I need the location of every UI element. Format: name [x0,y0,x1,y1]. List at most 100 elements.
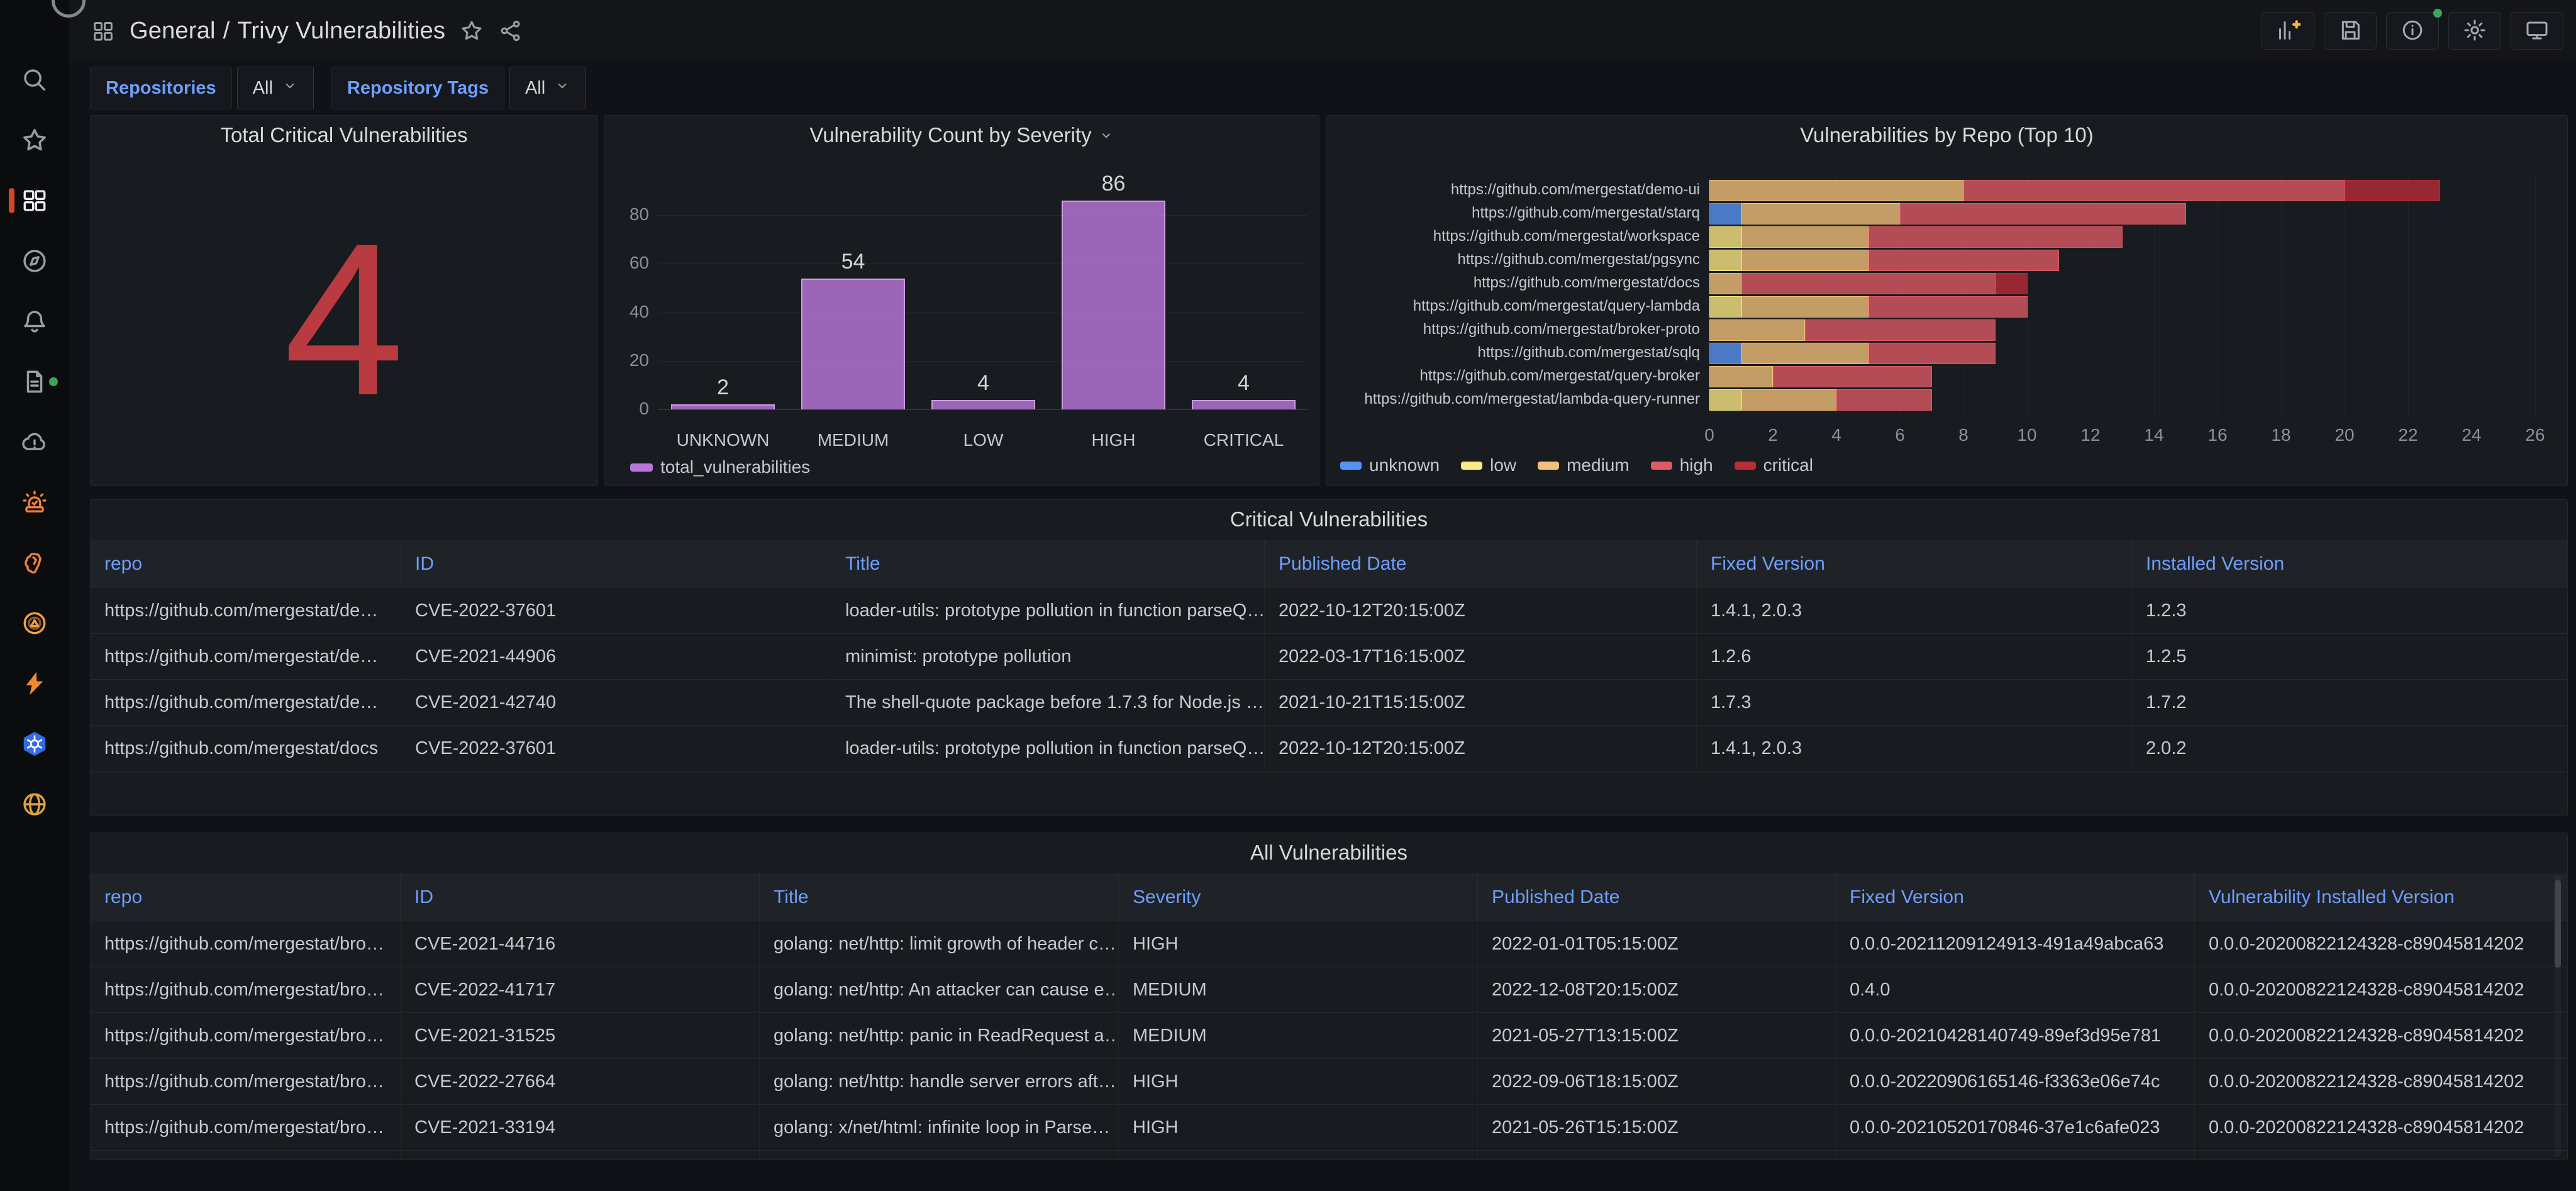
table-row: https://github.com/mergestat/bro… CVE-202… [91,1059,2567,1105]
bar-low [931,400,1035,409]
variable-value-dropdown[interactable]: All [509,67,587,109]
sidebar-item-dashboards[interactable] [0,186,69,215]
sidebar-item-explore[interactable] [0,247,69,275]
panel-menu-chevron-icon[interactable] [1098,127,1114,143]
x-axis-tick: 14 [2144,425,2164,445]
table-row: https://github.com/mergestat/bro… CVE-202… [91,1013,2567,1059]
variable-group: Repositories All [90,67,314,109]
bar-value-label: 4 [977,371,989,395]
template-variables-bar: Repositories All Repository Tags All [90,67,587,109]
add-panel-button[interactable] [2262,12,2314,50]
table-cell: 1.4.1, 2.0.3 [1697,726,2132,771]
column-header-title[interactable]: Title [760,873,1119,921]
sidebar-item-kubernetes[interactable] [0,729,69,758]
share-dashboard-icon[interactable] [498,18,523,43]
column-header-published-date[interactable]: Published Date [1265,540,1697,588]
table-cell: HIGH [1119,1059,1478,1104]
gridline [658,361,1307,362]
bar-segment-medium [1741,296,1868,318]
legend-item-low[interactable]: low [1461,455,1516,475]
table-scrollbar[interactable] [2555,880,2561,968]
sidebar-item-search[interactable] [0,65,69,94]
sidebar-item-profiles[interactable] [0,669,69,698]
legend-item-critical[interactable]: critical [1734,455,1813,475]
column-header-repo[interactable]: repo [91,873,401,921]
severity-bar-chart: 0 20 40 60 80 2 UNKNOWN 54 MEDIUM 4 LOW 86 HIGH 4 CRIT… [605,116,1319,485]
bar-segment-low [1709,226,1741,248]
table-cell: HIGH [1119,921,1478,967]
legend-item[interactable]: total_vulnerabilities [630,457,810,477]
variable-label[interactable]: Repository Tags [331,67,504,109]
siren-icon [20,488,49,517]
cycle-view-mode-button[interactable] [2511,12,2563,50]
bar-segment-medium [1741,226,1868,248]
table-cell: CVE-2021-31525 [401,1013,760,1058]
table-cell: 1.2.5 [2146,646,2187,667]
legend-item-unknown[interactable]: unknown [1340,455,1440,475]
column-header-installed-version[interactable]: Installed Version [2146,553,2285,574]
variable-value-dropdown[interactable]: All [236,67,314,109]
save-dashboard-button[interactable] [2324,12,2377,50]
column-header-id[interactable]: ID [401,540,831,588]
panel-title-text: Vulnerability Count by Severity [809,123,1092,147]
table-row: https://github.com/mergestat/de… CVE-2022… [91,588,2567,634]
breadcrumb-dashboard: Trivy Vulnerabilities [237,17,446,44]
panel-repo-chart: Vulnerabilities by Repo (Top 10) 0 2 4 6 8 10… [1326,115,2568,486]
column-header-fixed-version[interactable]: Fixed Version [1836,873,2195,921]
sidebar-item-cloud-alerting[interactable] [0,428,69,457]
column-header-fixed-version[interactable]: Fixed Version [1697,540,2132,588]
table-cell: https://github.com/mergestat/bro… [91,1013,401,1058]
bar-segment-unknown [1709,343,1741,364]
notification-dot [49,377,58,386]
column-header-published-date[interactable]: Published Date [1478,873,1836,921]
bar-critical [1192,400,1296,409]
column-header-vulnerability-installed-version[interactable]: Vulnerability Installed Version [2209,887,2455,907]
doc-icon [20,367,49,396]
panel-title[interactable]: Total Critical Vulnerabilities [91,116,597,155]
bar-segment-medium [1709,273,1741,294]
legend-color-chip [1340,461,1362,470]
sidebar-item-oncall[interactable] [0,609,69,638]
gridline-vertical [2154,176,2155,418]
sidebar-item-starred[interactable] [0,126,69,155]
table-cell: MEDIUM [1119,1013,1478,1058]
bar-high [1062,201,1165,409]
sidebar-item-incident[interactable] [0,488,69,517]
panel-severity-chart: Vulnerability Count by Severity 0 20 40 60 8… [604,115,1319,486]
dashboard-insights-button[interactable] [2386,9,2442,50]
repo-axis-label: https://github.com/mergestat/query-lambd… [1413,297,1700,314]
column-header-severity[interactable]: Severity [1119,873,1478,921]
bar-segment-high [1900,203,2186,224]
bar-segment-medium [1741,343,1868,364]
x-axis-category: MEDIUM [817,430,889,450]
sidebar-item-alerting[interactable] [0,307,69,336]
panel-title[interactable]: Critical Vulnerabilities [91,500,2567,539]
breadcrumb-separator: / [223,17,230,44]
legend-color-chip [1734,461,1756,470]
x-axis-tick: 4 [1831,425,1841,445]
panel-title[interactable]: All Vulnerabilities [91,833,2567,872]
bar-segment-high [1836,389,1932,411]
apps-icon [20,186,49,215]
legend-item-medium[interactable]: medium [1538,455,1629,475]
repo-axis-label: https://github.com/mergestat/docs [1473,274,1700,291]
panel-title[interactable]: Vulnerability Count by Severity [605,116,1319,155]
sidebar-item-machine-learning[interactable] [0,548,69,577]
star-dashboard-icon[interactable] [459,18,484,43]
table-cell: https://github.com/mergestat/bro… [91,1105,401,1150]
repo-axis-label: https://github.com/mergestat/lambda-quer… [1364,391,1700,407]
breadcrumb-folder[interactable]: General [130,17,216,44]
repo-axis-label: https://github.com/mergestat/workspace [1433,228,1700,245]
dashboard-settings-button[interactable] [2448,12,2501,50]
sidebar-item-synthetic-monitoring[interactable] [0,790,69,819]
panel-title[interactable]: Vulnerabilities by Repo (Top 10) [1326,116,2567,155]
table-cell: 0.0.0-20200822124328-c89045814202 [2209,979,2524,1000]
column-header-repo[interactable]: repo [91,540,401,588]
column-header-title[interactable]: Title [831,540,1265,588]
column-header-id[interactable]: ID [401,873,760,921]
legend-item-high[interactable]: high [1650,455,1713,475]
sidebar-item-annotations[interactable] [0,367,69,396]
y-axis-tick: 60 [629,253,649,272]
x-axis-tick: 6 [1895,425,1905,445]
variable-label[interactable]: Repositories [90,67,232,109]
